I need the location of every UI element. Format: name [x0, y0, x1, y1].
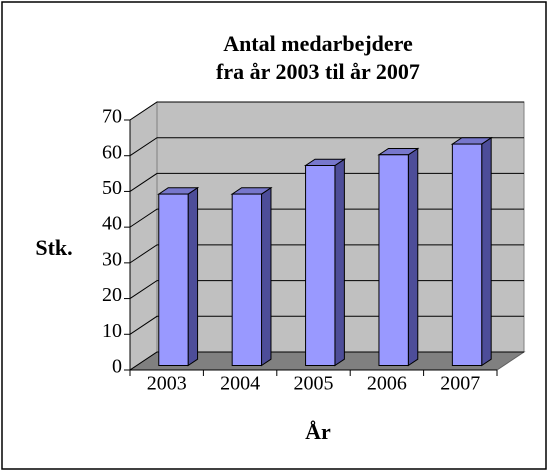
bar — [451, 143, 483, 366]
x-tick-label: 2003 — [147, 373, 187, 395]
bar — [231, 193, 263, 366]
side-wall — [129, 101, 158, 371]
y-tick-label: 30 — [102, 248, 122, 270]
bar — [378, 154, 409, 366]
x-tick-label: 2004 — [220, 373, 260, 395]
bar — [305, 165, 336, 366]
grid-line — [129, 137, 524, 157]
x-tick-label: 2005 — [294, 373, 334, 395]
x-axis-label: År — [305, 419, 331, 444]
x-tick-label: 2006 — [367, 373, 407, 395]
chart-title: fra år 2003 til år 2007 — [216, 59, 420, 84]
y-tick-label: 70 — [102, 106, 122, 128]
bar-side — [261, 186, 272, 367]
y-tick-label: 10 — [102, 320, 122, 342]
y-axis-label: Stk. — [35, 235, 72, 260]
y-tick-label: 0 — [112, 356, 122, 378]
bar-side — [187, 186, 199, 367]
x-tick-label: 2007 — [440, 373, 480, 395]
y-tick-label: 40 — [102, 213, 122, 235]
bar-side — [407, 147, 419, 367]
bar-side — [334, 158, 345, 367]
y-tick-label: 20 — [102, 284, 122, 306]
bar — [158, 193, 189, 366]
y-tick-label: 50 — [102, 177, 122, 199]
chart-title: Antal medarbejdere — [223, 31, 413, 56]
grid-line — [129, 101, 524, 121]
bar-side — [481, 136, 492, 367]
y-tick-label: 60 — [102, 141, 122, 163]
